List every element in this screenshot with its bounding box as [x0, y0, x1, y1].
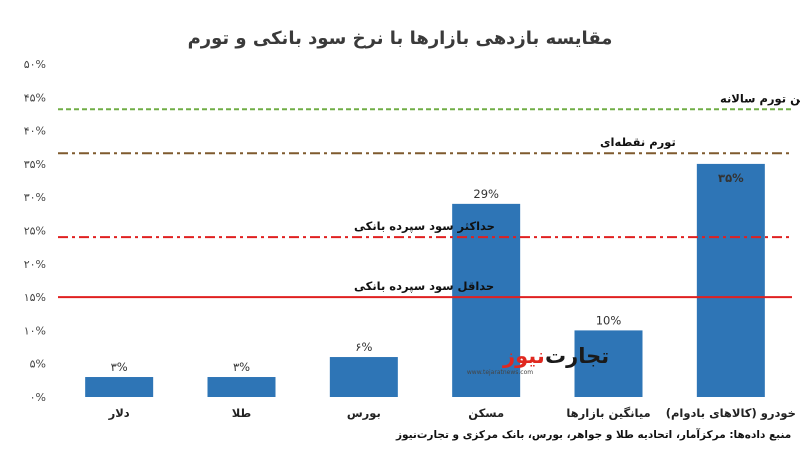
bar — [85, 377, 154, 397]
category-label: مسکن — [468, 406, 504, 420]
data-label: ۳% — [233, 360, 250, 374]
reference-line-label: میانگین تورم سالانه — [720, 91, 800, 106]
bar — [329, 357, 398, 397]
logo-text-accent: نیوز — [502, 344, 545, 368]
y-tick-label: ۲۰% — [24, 258, 46, 271]
y-tick-label: ۱۵% — [24, 291, 46, 304]
logo-url: www.tejaratnews.com — [467, 369, 533, 376]
y-tick-label: ۳۰% — [24, 191, 46, 204]
data-label: ۳% — [111, 360, 128, 374]
reference-lines: میانگین تورم سالانه تورم نقطه‌ای حداکثر سو… — [58, 91, 800, 299]
y-tick-label: ۱۰% — [24, 324, 46, 337]
category-label: طلا — [232, 406, 252, 420]
y-tick-label: ۵۰% — [24, 58, 46, 71]
y-tick-label: ۴۵% — [24, 91, 46, 104]
category-label: میانگین بازارها — [566, 406, 650, 420]
data-label: 10% — [596, 313, 622, 327]
bar-series: ۳% ۳% ۶% 29% 10% ۳۵% — [85, 163, 765, 397]
bar — [452, 203, 521, 397]
category-label: بورس — [347, 406, 381, 421]
chart-title: مقایسه بازدهی بازارها با نرخ سود بانکی و… — [188, 28, 613, 49]
source-note: منبع داده‌ها: مرکزآمار، اتحادیه طلا و جو… — [395, 428, 791, 441]
bar — [207, 377, 276, 397]
data-label: ۳۵% — [718, 171, 744, 185]
category-label: دلار — [108, 406, 130, 420]
reference-line-label: حداقل سود سپرده بانکی — [354, 279, 494, 294]
bar — [696, 163, 765, 397]
y-tick-label: ۵% — [30, 358, 46, 371]
tejaratnews-logo: تجارت نیوز www.tejaratnews.com — [467, 344, 609, 376]
y-tick-label: ۲۵% — [24, 225, 46, 238]
y-tick-label: ۴۰% — [24, 125, 46, 138]
category-label: خودرو (کالاهای بادوام) — [666, 406, 796, 421]
y-tick-label: ۳۵% — [24, 158, 46, 171]
reference-line-label: حداکثر سود سپرده بانکی — [354, 219, 495, 234]
data-label: 29% — [473, 187, 499, 201]
bar — [574, 330, 643, 397]
logo-text-main: تجارت — [545, 344, 609, 368]
y-axis: ۰% ۵% ۱۰% ۱۵% ۲۰% ۲۵% ۳۰% ۳۵% ۴۰% ۴۵% ۵۰% — [24, 58, 46, 404]
data-label: ۶% — [355, 340, 372, 354]
x-axis: دلار طلا بورس مسکن میانگین بازارها خودرو (کال… — [108, 406, 796, 421]
reference-line-label: تورم نقطه‌ای — [600, 135, 676, 150]
y-tick-label: ۰% — [30, 391, 46, 404]
